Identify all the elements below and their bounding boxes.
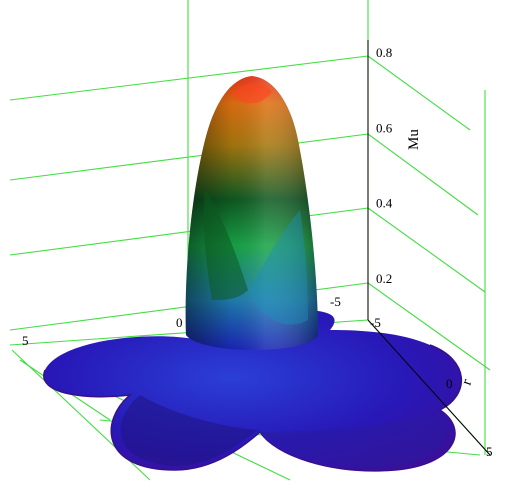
surface-base-shadow xyxy=(120,395,259,466)
surface-base-shadow xyxy=(262,412,447,467)
grid-line xyxy=(9,133,369,181)
x-tick-label: 5 xyxy=(22,333,29,348)
z-tick-label: 0.6 xyxy=(376,120,393,135)
y-tick-label: 5 xyxy=(486,444,493,459)
z-tick-label: 0.4 xyxy=(376,196,393,211)
z-tick-label: 0.2 xyxy=(376,271,392,286)
surface-base xyxy=(43,310,463,472)
surface-base-edge xyxy=(43,344,463,472)
y-tick-label: 0 xyxy=(446,376,453,391)
y-axis-line xyxy=(367,319,491,456)
y-tick-label: -5 xyxy=(370,315,381,330)
grid-line xyxy=(367,133,479,216)
z-axis-title: Mu xyxy=(406,129,422,150)
grid-line xyxy=(9,55,369,101)
axis-ticks xyxy=(367,40,491,456)
back-tick-label: -5 xyxy=(330,294,341,309)
y-axis-title: r xyxy=(459,377,476,387)
x-tick-label: 0 xyxy=(176,315,183,330)
surface-peak-highlight xyxy=(232,83,272,104)
surface-peak-facet xyxy=(248,210,308,325)
grid-line xyxy=(367,282,491,371)
surface-peak-facet xyxy=(203,190,248,300)
z-tick-label: 0.8 xyxy=(376,45,392,60)
grid-line xyxy=(367,55,471,131)
grid-line xyxy=(367,207,486,293)
surface-peak xyxy=(185,76,318,350)
